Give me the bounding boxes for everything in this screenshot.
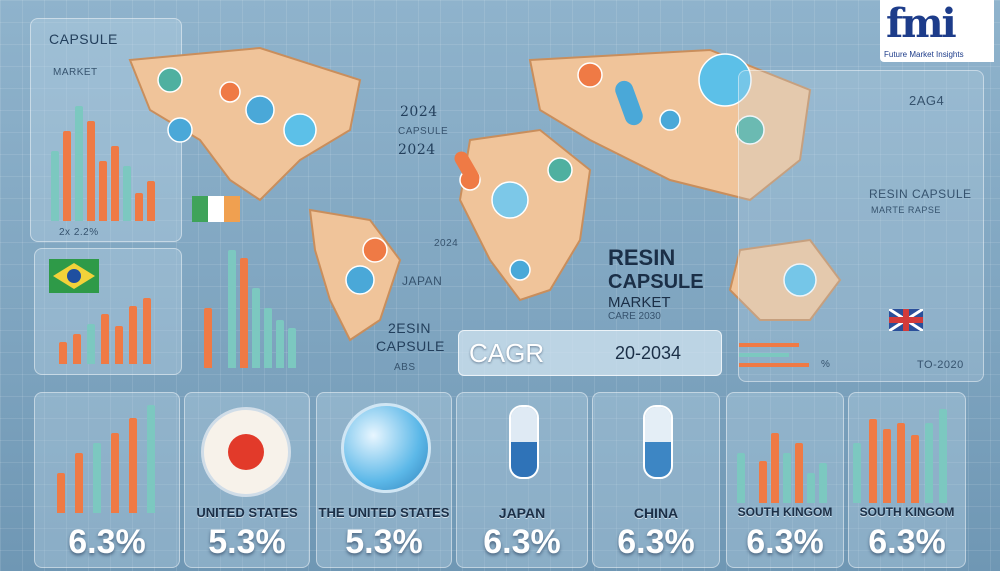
card-3-name: JAPAN: [498, 505, 546, 521]
japan-flag-icon: [201, 407, 291, 497]
logo-mark: fmi: [886, 0, 957, 47]
card-5: SOUTH KINGOM 6.3%: [726, 392, 844, 568]
right-legend-bars: [739, 343, 819, 373]
card-5-chart: [737, 423, 837, 503]
headline-line2: CAPSULE: [608, 271, 704, 293]
card-5-value: 6.3%: [746, 523, 824, 561]
fmi-logo: fmi Future Market Insights: [880, 0, 994, 62]
headline-line4: CARE 2030: [608, 311, 661, 322]
cagr-banner: CAGR 20-2034: [458, 330, 722, 376]
capsule-sphere-icon: [341, 403, 431, 493]
logo-subtitle: Future Market Insights: [884, 50, 964, 59]
card-4-name: CHINA: [633, 505, 679, 521]
right-year: 2AG4: [909, 93, 945, 108]
card-6-name: SOUTH KINGOM: [859, 505, 955, 519]
card-3: JAPAN 6.3%: [456, 392, 588, 568]
card-3-value: 6.3%: [483, 523, 561, 561]
headline-line1: RESIN: [608, 245, 676, 270]
right-pct: %: [821, 359, 831, 370]
card-5-name: SOUTH KINGOM: [737, 505, 833, 519]
right-sub: MARTE RAPSE: [871, 205, 941, 215]
center-year-b: 2024: [398, 142, 436, 158]
right-info-panel: 2AG4 RESIN CAPSULE MARTE RAPSE % TO-2020: [738, 70, 984, 382]
card-2: THE UNITED STATES 5.3%: [316, 392, 452, 568]
card-1-name: UNITED STATES: [196, 505, 298, 520]
world-map: [128, 46, 842, 342]
right-title: RESIN CAPSULE: [869, 187, 972, 201]
card-0-chart: [57, 403, 167, 513]
capsule-label: CAPSULE: [376, 338, 445, 354]
panel-subtitle: MARKET: [53, 67, 98, 78]
right-footer: TO-2020: [917, 359, 964, 371]
card-6-value: 6.3%: [868, 523, 946, 561]
card-4: CHINA 6.3%: [592, 392, 720, 568]
mid-bar-chart: [200, 248, 310, 368]
card-2-name: THE UNITED STATES: [318, 505, 450, 520]
japan-year: 2024: [434, 238, 459, 249]
cagr-range: 20-2034: [615, 343, 682, 363]
ireland-flag-icon: [192, 196, 240, 222]
pill-capsule-icon-2: [643, 405, 673, 479]
card-1-value: 5.3%: [208, 523, 286, 561]
card-4-value: 6.3%: [617, 523, 695, 561]
card-6-chart: [853, 407, 957, 503]
brazil-bar-chart: [59, 294, 179, 364]
card-1: UNITED STATES 5.3%: [184, 392, 310, 568]
center-capsule: CAPSULE: [398, 126, 449, 137]
card-0: 6.3%: [34, 392, 180, 568]
card-6: SOUTH KINGOM 6.3%: [848, 392, 966, 568]
cagr-label: CAGR: [469, 338, 545, 368]
pill-capsule-icon: [509, 405, 539, 479]
card-2-value: 5.3%: [345, 523, 423, 561]
abs-label: ABS: [394, 362, 416, 373]
capsule-market-panel: CAPSULE MARKET 2x 2.2%: [30, 18, 182, 242]
headline-line3: MARKET: [608, 294, 671, 311]
panel-bar-chart: [51, 91, 171, 221]
panel-title: CAPSULE: [49, 31, 118, 47]
uk-flag-icon: [888, 307, 924, 333]
japan-label: JAPAN: [402, 274, 443, 288]
card-0-value: 6.3%: [68, 523, 146, 561]
brazil-flag-icon: [49, 259, 99, 293]
resin-label: 2ESIN: [388, 320, 431, 336]
headline-block: RESIN CAPSULE MARKET CARE 2030: [608, 245, 726, 322]
center-year-a: 2024: [400, 104, 438, 120]
brazil-panel: [34, 248, 182, 375]
panel-footer: 2x 2.2%: [59, 227, 99, 238]
